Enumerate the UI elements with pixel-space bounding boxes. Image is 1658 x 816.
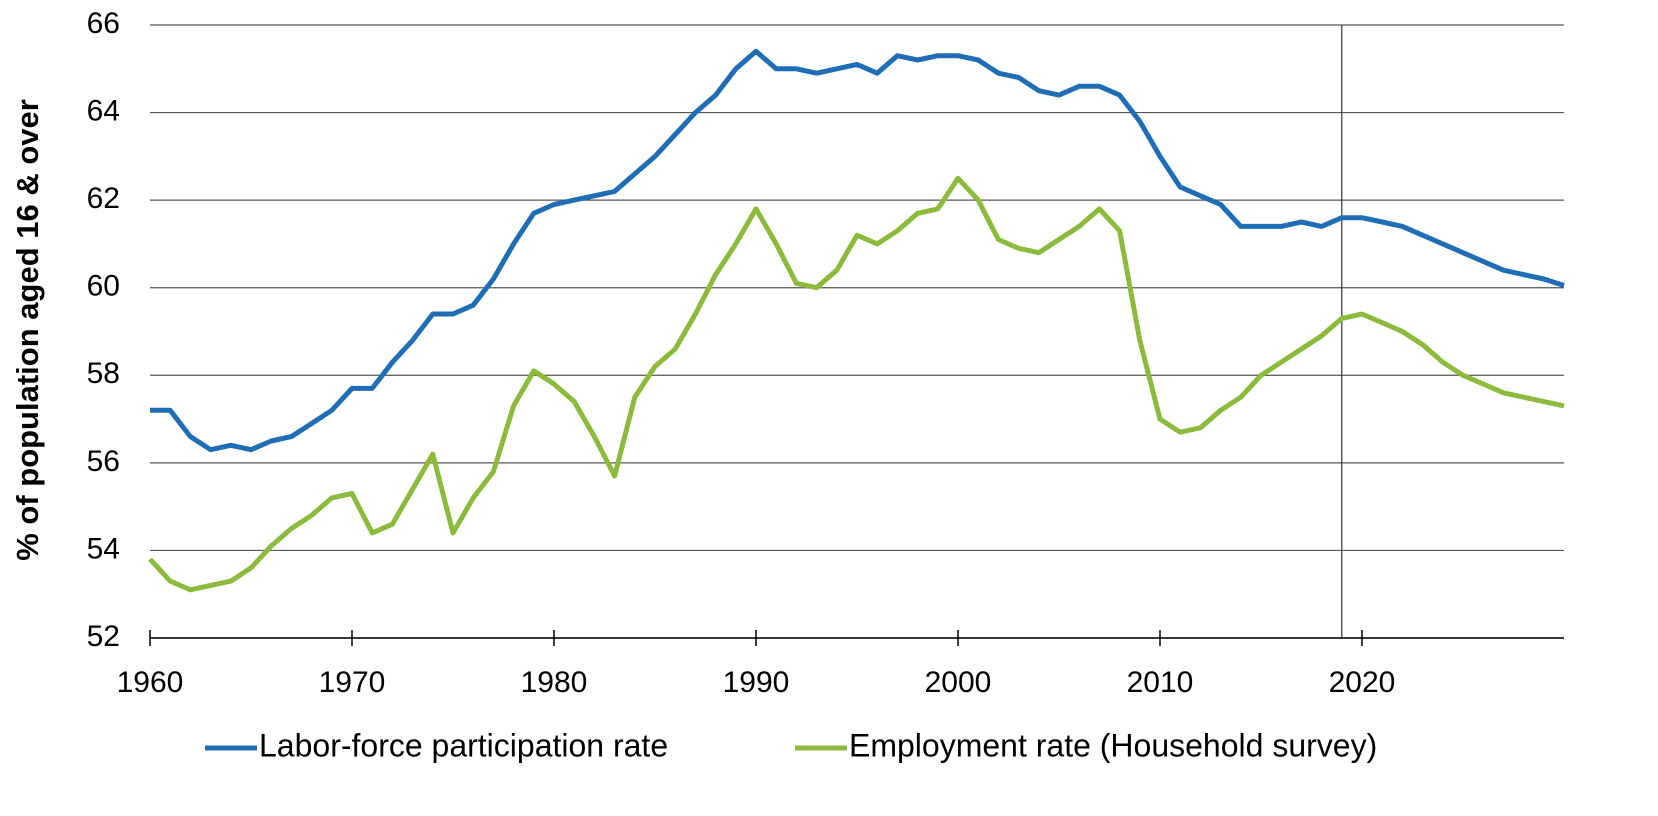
line-series (150, 48, 1565, 453)
y-tick-label: 52 (87, 620, 120, 653)
x-tick-label: 2020 (1329, 666, 1396, 699)
x-tick-label: 1960 (117, 666, 184, 699)
legend-label: Labor-force participation rate (259, 727, 668, 763)
x-tick-label: 1970 (319, 666, 386, 699)
x-tick-label: 1990 (723, 666, 790, 699)
y-tick-label: 64 (87, 94, 120, 127)
legend-label: Employment rate (Household survey) (849, 727, 1377, 763)
y-axis-label: % of population aged 16 & over (10, 99, 45, 561)
y-tick-label: 60 (87, 270, 120, 303)
y-tick-label: 58 (87, 357, 120, 390)
y-tick-label: 66 (87, 7, 120, 40)
y-tick-label: 54 (87, 532, 120, 565)
x-tick-label: 2010 (1127, 666, 1194, 699)
y-tick-label: 62 (87, 182, 120, 215)
x-tick-label: 1980 (521, 666, 588, 699)
x-tick-label: 2000 (925, 666, 992, 699)
line-series (148, 175, 1565, 593)
y-tick-label: 56 (87, 445, 120, 478)
